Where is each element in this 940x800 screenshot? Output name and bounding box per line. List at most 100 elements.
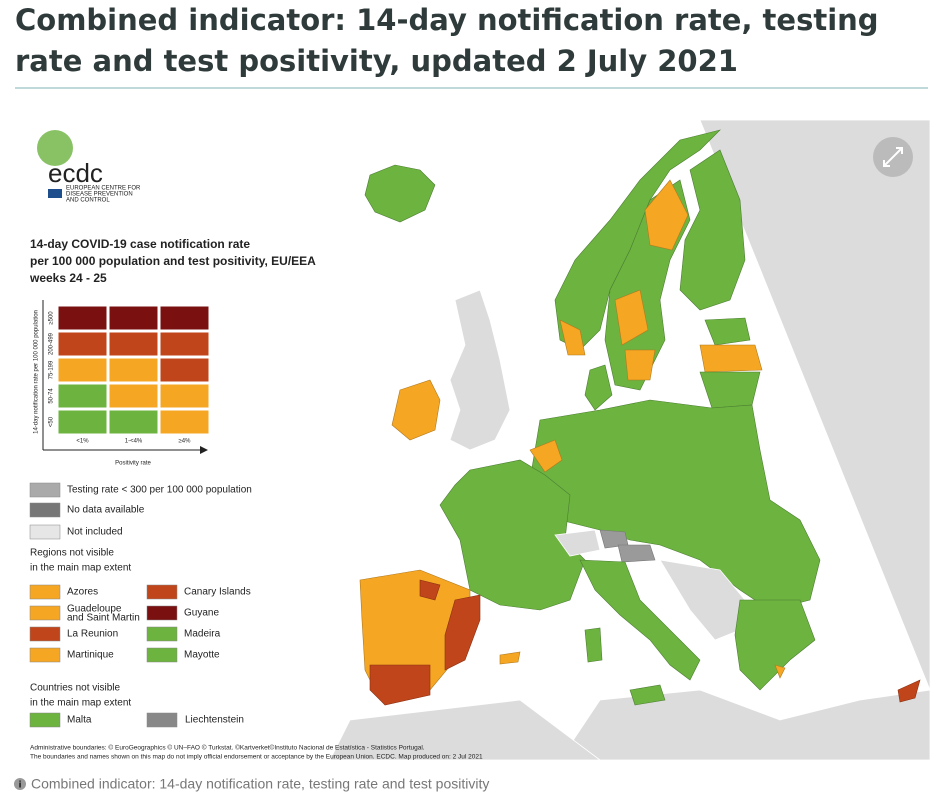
matrix-cell bbox=[108, 357, 159, 383]
page-title: Combined indicator: 14-day notification … bbox=[15, 3, 879, 37]
spain-region bbox=[419, 579, 441, 601]
logo-subtitle: AND CONTROL bbox=[66, 198, 110, 204]
uk bbox=[449, 289, 511, 451]
country: Malta bbox=[67, 715, 92, 726]
region: Guadeloupe bbox=[67, 604, 122, 615]
matrix-cell bbox=[57, 357, 108, 383]
legend-item: No data available bbox=[67, 505, 145, 516]
note: The boundaries and names shown on this m… bbox=[30, 754, 483, 761]
logo-globe bbox=[37, 130, 73, 166]
arrow bbox=[200, 446, 208, 454]
info-icon-glyph: i bbox=[18, 781, 21, 791]
matrix-cell bbox=[159, 383, 210, 409]
matrix-cell bbox=[159, 305, 210, 331]
column-label: ≥4% bbox=[179, 439, 192, 445]
logo-subtitle: DISEASE PREVENTION bbox=[66, 192, 133, 198]
matrix-cell bbox=[159, 357, 210, 383]
swatch bbox=[146, 712, 178, 728]
estonia bbox=[704, 317, 751, 346]
finland bbox=[679, 149, 746, 311]
row-label: ≥500 bbox=[49, 311, 55, 325]
matrix-x-label: Positivity rate bbox=[115, 461, 151, 467]
swatch bbox=[146, 584, 178, 600]
country: Liechtenstein bbox=[185, 715, 244, 726]
swatch bbox=[29, 584, 61, 600]
swatch bbox=[29, 626, 61, 642]
matrix-cell bbox=[108, 409, 159, 435]
land-africa bbox=[329, 699, 602, 761]
matrix-cell bbox=[159, 409, 210, 435]
row-label: 50-74 bbox=[49, 388, 55, 404]
denmark bbox=[584, 364, 613, 411]
row-label: <50 bbox=[49, 416, 55, 427]
expand-icon[interactable] bbox=[883, 147, 903, 167]
legend-title: 14-day COVID-19 case notification rate bbox=[30, 237, 250, 251]
spain-region bbox=[369, 664, 431, 706]
sardinia bbox=[584, 627, 603, 663]
netherlands bbox=[529, 439, 563, 473]
lithuania bbox=[699, 371, 761, 409]
swatch bbox=[29, 605, 61, 621]
swatch bbox=[29, 482, 61, 498]
matrix-cell bbox=[57, 331, 108, 357]
norway-region bbox=[559, 319, 586, 356]
sweden-region bbox=[644, 179, 689, 251]
column-label: <1% bbox=[76, 439, 89, 445]
swatch bbox=[29, 647, 61, 663]
swatch bbox=[146, 605, 178, 621]
ireland bbox=[391, 379, 441, 441]
matrix-cell bbox=[108, 331, 159, 357]
swatch bbox=[29, 502, 61, 518]
logo: ecdc EUROPEAN CENTRE FOR DISEASE PREVENT… bbox=[37, 130, 141, 204]
legend-item: Testing rate < 300 per 100 000 populatio… bbox=[67, 485, 252, 496]
legend-heading: in the main map extent bbox=[30, 698, 131, 709]
region: Mayotte bbox=[184, 650, 220, 661]
balearic bbox=[499, 651, 521, 665]
logo-subtitle: EUROPEAN CENTRE FOR bbox=[66, 186, 141, 192]
greece-region bbox=[774, 664, 786, 679]
region: La Reunion bbox=[67, 629, 118, 640]
logo-name: ecdc bbox=[48, 158, 103, 188]
swatch bbox=[146, 647, 178, 663]
matrix-cell bbox=[57, 409, 108, 435]
sicily bbox=[629, 684, 666, 706]
legend-heading: in the main map extent bbox=[30, 563, 131, 574]
greece bbox=[734, 599, 816, 691]
legend-item: Not included bbox=[67, 527, 123, 538]
map bbox=[329, 119, 931, 761]
iceland bbox=[364, 164, 436, 223]
swatch bbox=[146, 626, 178, 642]
region: Martinique bbox=[67, 650, 114, 661]
latvia bbox=[699, 344, 763, 373]
page-title: rate and test positivity, updated 2 July… bbox=[15, 44, 738, 78]
region: Canary Islands bbox=[184, 587, 251, 598]
matrix-cell bbox=[159, 331, 210, 357]
italy bbox=[579, 559, 701, 681]
spain-region bbox=[444, 594, 481, 671]
region: Azores bbox=[67, 587, 98, 598]
row-label: 200-499 bbox=[49, 332, 55, 355]
region: Madeira bbox=[184, 629, 221, 640]
norway bbox=[554, 129, 721, 351]
legend: 14-day COVID-19 case notification rate p… bbox=[29, 237, 316, 728]
sweden-region bbox=[614, 289, 649, 346]
sweden-region bbox=[624, 349, 656, 381]
swatch bbox=[29, 524, 61, 540]
matrix-cell bbox=[108, 305, 159, 331]
note: Administrative boundaries: © EuroGeograp… bbox=[30, 744, 425, 752]
caption: Combined indicator: 14-day notification … bbox=[31, 776, 489, 792]
eu-flag bbox=[48, 189, 62, 198]
legend-title: weeks 24 - 25 bbox=[29, 271, 107, 285]
legend-heading: Regions not visible bbox=[30, 548, 114, 559]
france bbox=[439, 459, 586, 611]
expand-button[interactable] bbox=[873, 137, 913, 177]
matrix-cell bbox=[108, 383, 159, 409]
legend-heading: Countries not visible bbox=[30, 683, 120, 694]
cyprus bbox=[897, 679, 921, 703]
info-icon bbox=[14, 778, 26, 790]
matrix-y-label: 14-day notification rate per 100 000 pop… bbox=[34, 310, 40, 434]
column-label: 1-<4% bbox=[125, 439, 143, 445]
switzerland bbox=[554, 529, 601, 557]
row-label: 75-199 bbox=[49, 360, 55, 379]
